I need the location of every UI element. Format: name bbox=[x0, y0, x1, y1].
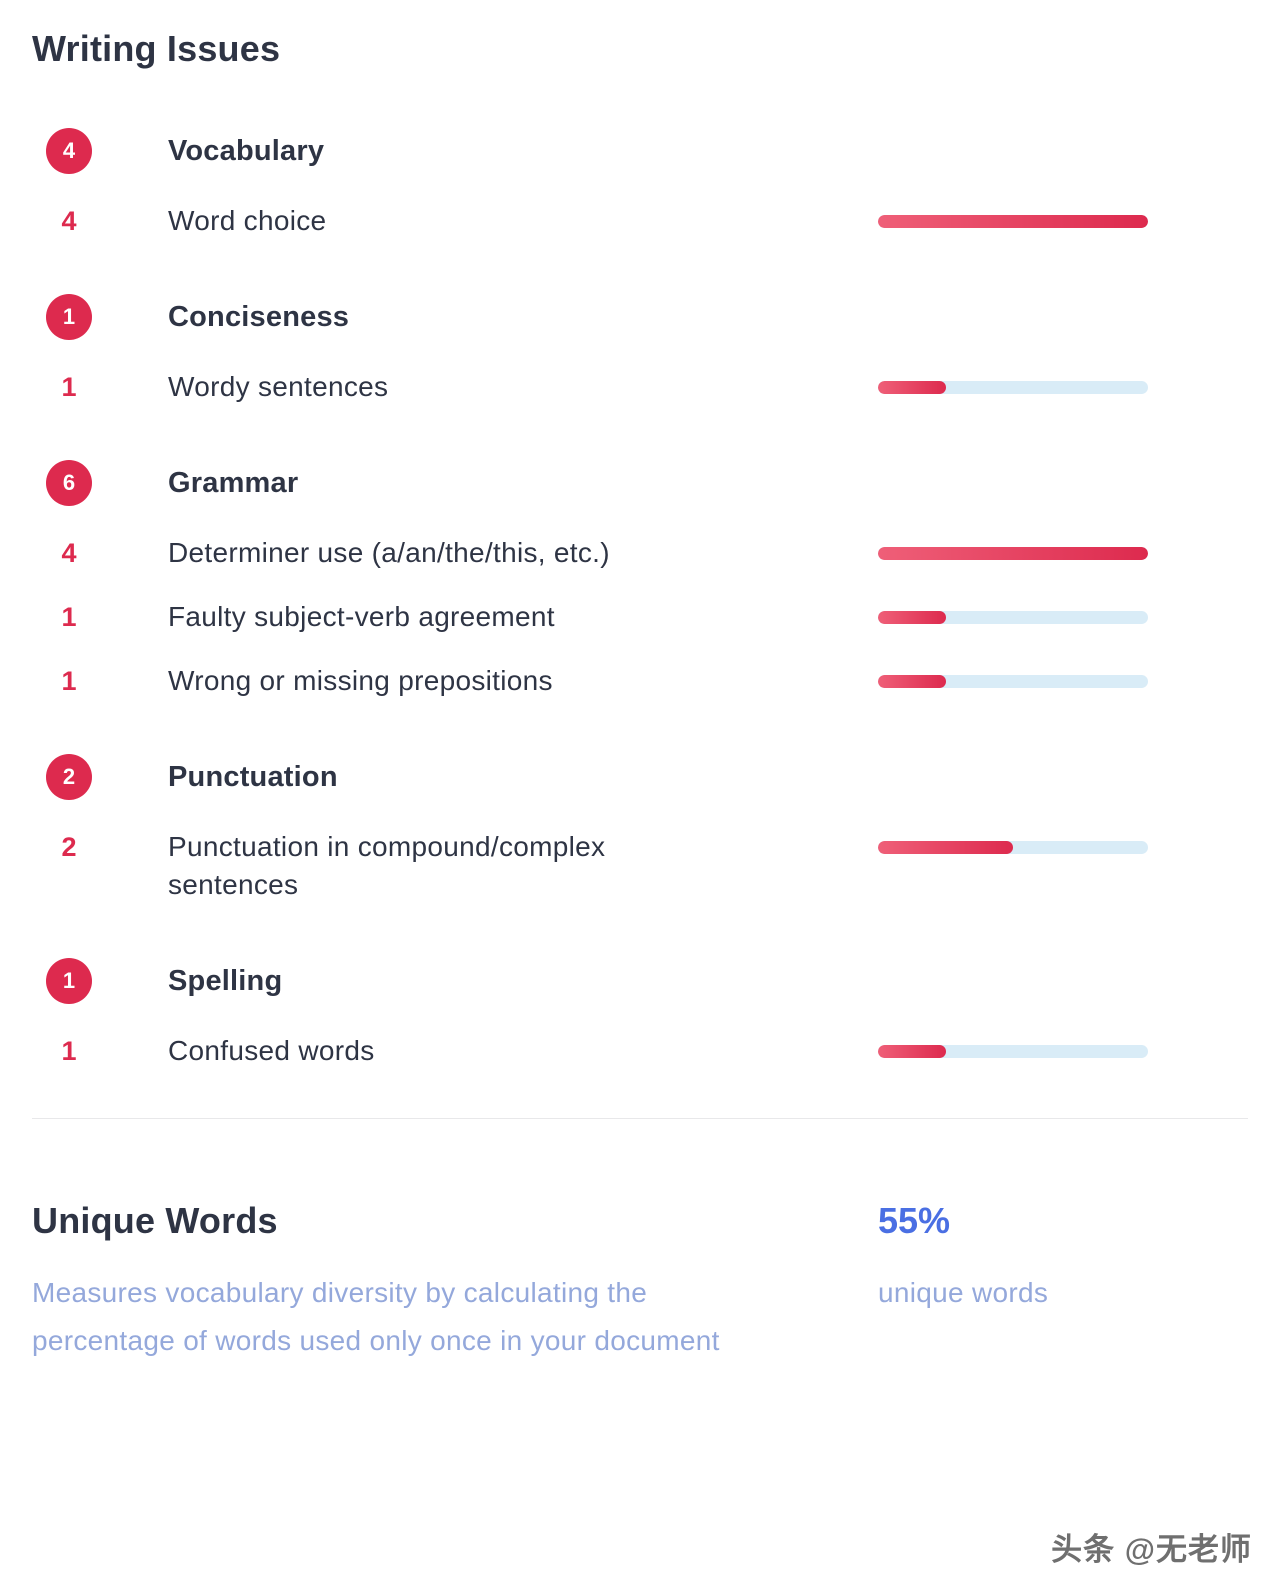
issue-bar-fill bbox=[878, 547, 1148, 560]
issue-bar-fill bbox=[878, 381, 946, 394]
issue-row[interactable]: 1 Faulty subject-verb agreement bbox=[32, 598, 1248, 636]
issue-bar-fill bbox=[878, 675, 946, 688]
category-header: 1 Spelling bbox=[32, 958, 1248, 1004]
categories: 4 Vocabulary 4 Word choice 1 Conciseness 1 Word… bbox=[32, 128, 1248, 1070]
issue-row[interactable]: 2 Punctuation in compound/complex sentenc… bbox=[32, 828, 1248, 904]
category-badge-cell: 2 bbox=[32, 754, 168, 800]
issue-bar-track bbox=[878, 611, 1148, 624]
issue-bar-track bbox=[878, 381, 1148, 394]
issue-bar-fill bbox=[878, 215, 1148, 228]
issue-count-cell: 4 bbox=[32, 534, 168, 572]
issue-label: Wordy sentences bbox=[168, 371, 389, 402]
issue-row[interactable]: 1 Wordy sentences bbox=[32, 368, 1248, 406]
issue-bar-track bbox=[878, 841, 1148, 854]
unique-words-left: Unique Words Measures vocabulary diversi… bbox=[32, 1201, 878, 1365]
issue-count-cell: 1 bbox=[32, 1032, 168, 1070]
category-name: Conciseness bbox=[168, 300, 350, 333]
issue-count-cell: 1 bbox=[32, 368, 168, 406]
issue-bar-track bbox=[878, 1045, 1148, 1058]
issue-count: 1 bbox=[61, 666, 77, 696]
unique-words-value: 55% bbox=[878, 1200, 951, 1241]
unique-words-value-label: unique words bbox=[878, 1277, 1049, 1308]
category-punctuation: 2 Punctuation 2 Punctuation in compound/com… bbox=[32, 754, 1248, 904]
category-header: 1 Conciseness bbox=[32, 294, 1248, 340]
category-name: Vocabulary bbox=[168, 134, 325, 167]
issue-label: Confused words bbox=[168, 1035, 375, 1066]
issue-count-cell: 4 bbox=[32, 202, 168, 240]
category-name: Spelling bbox=[168, 964, 283, 997]
category-grammar: 6 Grammar 4 Determiner use (a/an/the/this, … bbox=[32, 460, 1248, 700]
issue-label: Word choice bbox=[168, 205, 327, 236]
issue-bar bbox=[878, 611, 1148, 624]
category-badge-cell: 1 bbox=[32, 958, 168, 1004]
category-header: 4 Vocabulary bbox=[32, 128, 1248, 174]
category-name: Punctuation bbox=[168, 760, 338, 793]
section-divider bbox=[32, 1118, 1248, 1119]
category-count-badge: 1 bbox=[46, 958, 92, 1004]
issue-bar bbox=[878, 215, 1148, 228]
issue-bar-track bbox=[878, 675, 1148, 688]
issue-label: Faulty subject-verb agreement bbox=[168, 601, 555, 632]
category-header: 2 Punctuation bbox=[32, 754, 1248, 800]
issue-bar bbox=[878, 381, 1148, 394]
issue-row[interactable]: 1 Confused words bbox=[32, 1032, 1248, 1070]
category-badge-cell: 1 bbox=[32, 294, 168, 340]
category-count-badge: 1 bbox=[46, 294, 92, 340]
category-count-badge: 6 bbox=[46, 460, 92, 506]
category-badge-cell: 6 bbox=[32, 460, 168, 506]
category-count-badge: 4 bbox=[46, 128, 92, 174]
category-vocabulary: 4 Vocabulary 4 Word choice bbox=[32, 128, 1248, 240]
issue-bar-track bbox=[878, 215, 1148, 228]
issue-count: 4 bbox=[61, 538, 77, 568]
issue-bar bbox=[878, 1045, 1148, 1058]
issue-label: Punctuation in compound/complex sentence… bbox=[168, 831, 606, 900]
unique-words-section: Unique Words Measures vocabulary diversi… bbox=[32, 1201, 1248, 1365]
category-conciseness: 1 Conciseness 1 Wordy sentences bbox=[32, 294, 1248, 406]
issue-row[interactable]: 1 Wrong or missing prepositions bbox=[32, 662, 1248, 700]
category-badge-cell: 4 bbox=[32, 128, 168, 174]
issue-count-cell: 1 bbox=[32, 598, 168, 636]
page-title: Writing Issues bbox=[32, 28, 281, 69]
issue-count-cell: 1 bbox=[32, 662, 168, 700]
issue-label: Wrong or missing prepositions bbox=[168, 665, 553, 696]
issue-count: 2 bbox=[61, 832, 77, 862]
category-spelling: 1 Spelling 1 Confused words bbox=[32, 958, 1248, 1070]
category-name: Grammar bbox=[168, 466, 299, 499]
issue-bar bbox=[878, 675, 1148, 688]
issue-count: 1 bbox=[61, 602, 77, 632]
unique-words-heading: Unique Words bbox=[32, 1200, 278, 1241]
issue-row[interactable]: 4 Word choice bbox=[32, 202, 1248, 240]
issue-count: 4 bbox=[61, 206, 77, 236]
issue-bar-fill bbox=[878, 841, 1013, 854]
unique-words-right: 55% unique words bbox=[878, 1201, 1248, 1317]
issue-bar-fill bbox=[878, 611, 946, 624]
issue-count: 1 bbox=[61, 372, 77, 402]
watermark: 头条 @无老师 bbox=[1051, 1532, 1252, 1567]
category-count-badge: 2 bbox=[46, 754, 92, 800]
unique-words-description: Measures vocabulary diversity by calcula… bbox=[32, 1277, 720, 1356]
issue-row[interactable]: 4 Determiner use (a/an/the/this, etc.) bbox=[32, 534, 1248, 572]
issue-count-cell: 2 bbox=[32, 828, 168, 866]
category-header: 6 Grammar bbox=[32, 460, 1248, 506]
issue-bar-track bbox=[878, 547, 1148, 560]
issue-bar bbox=[878, 841, 1148, 854]
issue-label: Determiner use (a/an/the/this, etc.) bbox=[168, 537, 610, 568]
issue-bar-fill bbox=[878, 1045, 946, 1058]
issue-count: 1 bbox=[61, 1036, 77, 1066]
issue-bar bbox=[878, 547, 1148, 560]
